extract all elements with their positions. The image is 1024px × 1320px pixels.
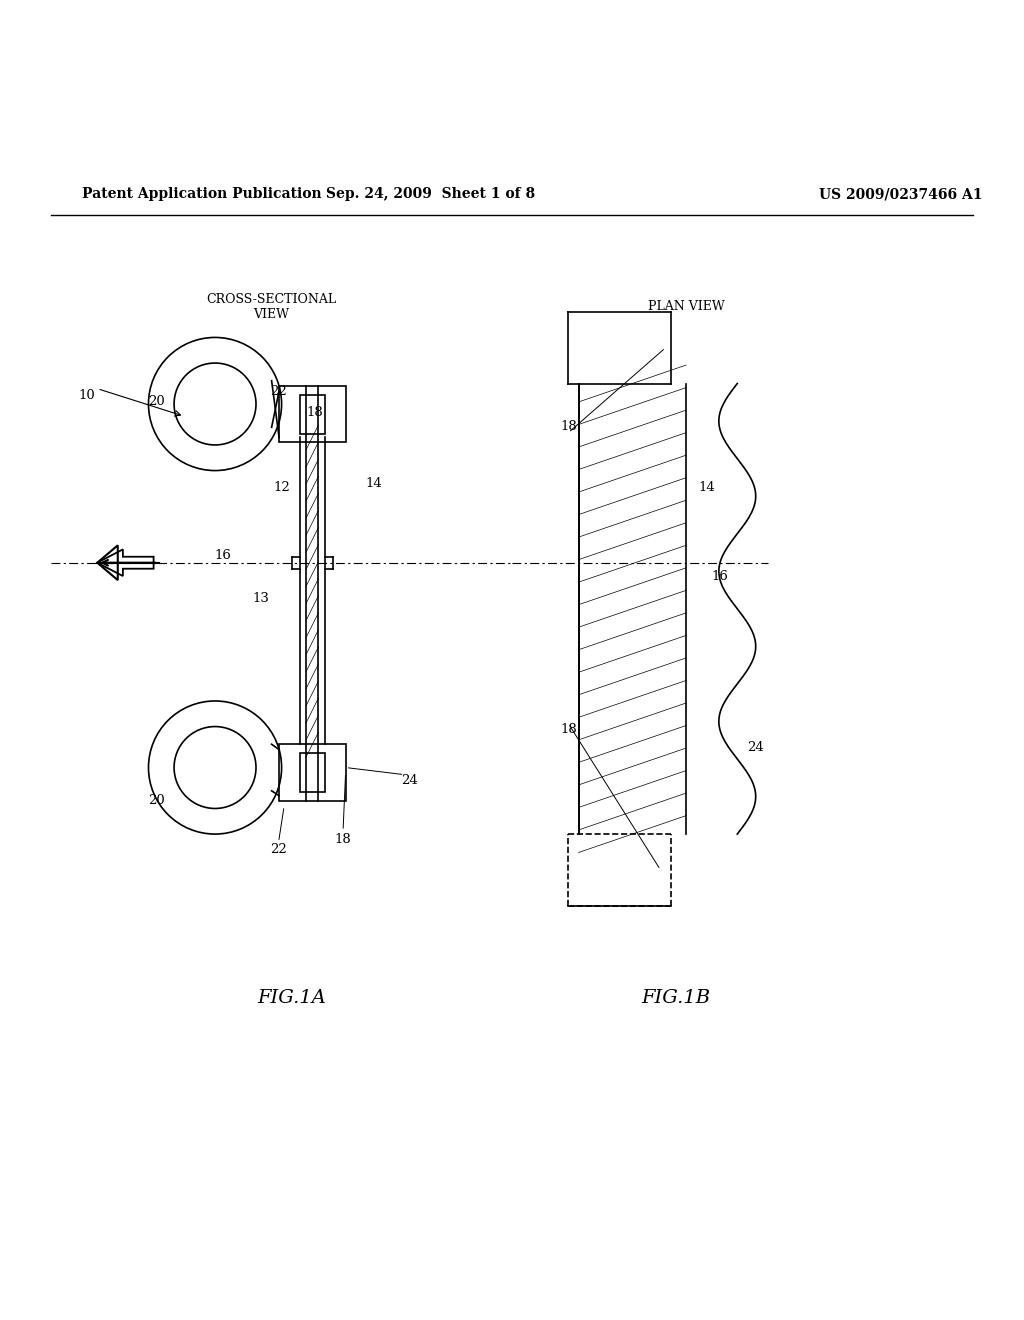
Text: 12: 12 — [273, 482, 290, 495]
Text: 20: 20 — [148, 396, 165, 408]
Text: 16: 16 — [712, 569, 728, 582]
Text: 16: 16 — [215, 549, 231, 562]
Text: FIG.1B: FIG.1B — [641, 989, 711, 1007]
Text: 14: 14 — [698, 482, 715, 495]
Text: 18: 18 — [306, 405, 323, 418]
Bar — [279, 744, 345, 801]
Text: 22: 22 — [270, 385, 287, 399]
Text: 14: 14 — [366, 478, 382, 490]
Text: 18: 18 — [335, 833, 351, 846]
Text: 13: 13 — [253, 593, 269, 605]
Text: 10: 10 — [79, 389, 95, 403]
Text: PLAN VIEW: PLAN VIEW — [648, 300, 724, 313]
Text: 18: 18 — [560, 723, 577, 737]
Text: CROSS-SECTIONAL
VIEW: CROSS-SECTIONAL VIEW — [206, 293, 337, 321]
Bar — [299, 395, 326, 434]
Text: 22: 22 — [270, 843, 287, 855]
Text: 18: 18 — [560, 420, 577, 433]
Text: 24: 24 — [748, 741, 764, 754]
Text: Patent Application Publication: Patent Application Publication — [82, 187, 322, 201]
Text: 24: 24 — [401, 775, 418, 787]
Text: 20: 20 — [148, 793, 165, 807]
Text: FIG.1A: FIG.1A — [257, 989, 327, 1007]
Bar — [279, 385, 345, 442]
Bar — [299, 754, 326, 792]
Text: US 2009/0237466 A1: US 2009/0237466 A1 — [819, 187, 983, 201]
Text: Sep. 24, 2009  Sheet 1 of 8: Sep. 24, 2009 Sheet 1 of 8 — [326, 187, 535, 201]
